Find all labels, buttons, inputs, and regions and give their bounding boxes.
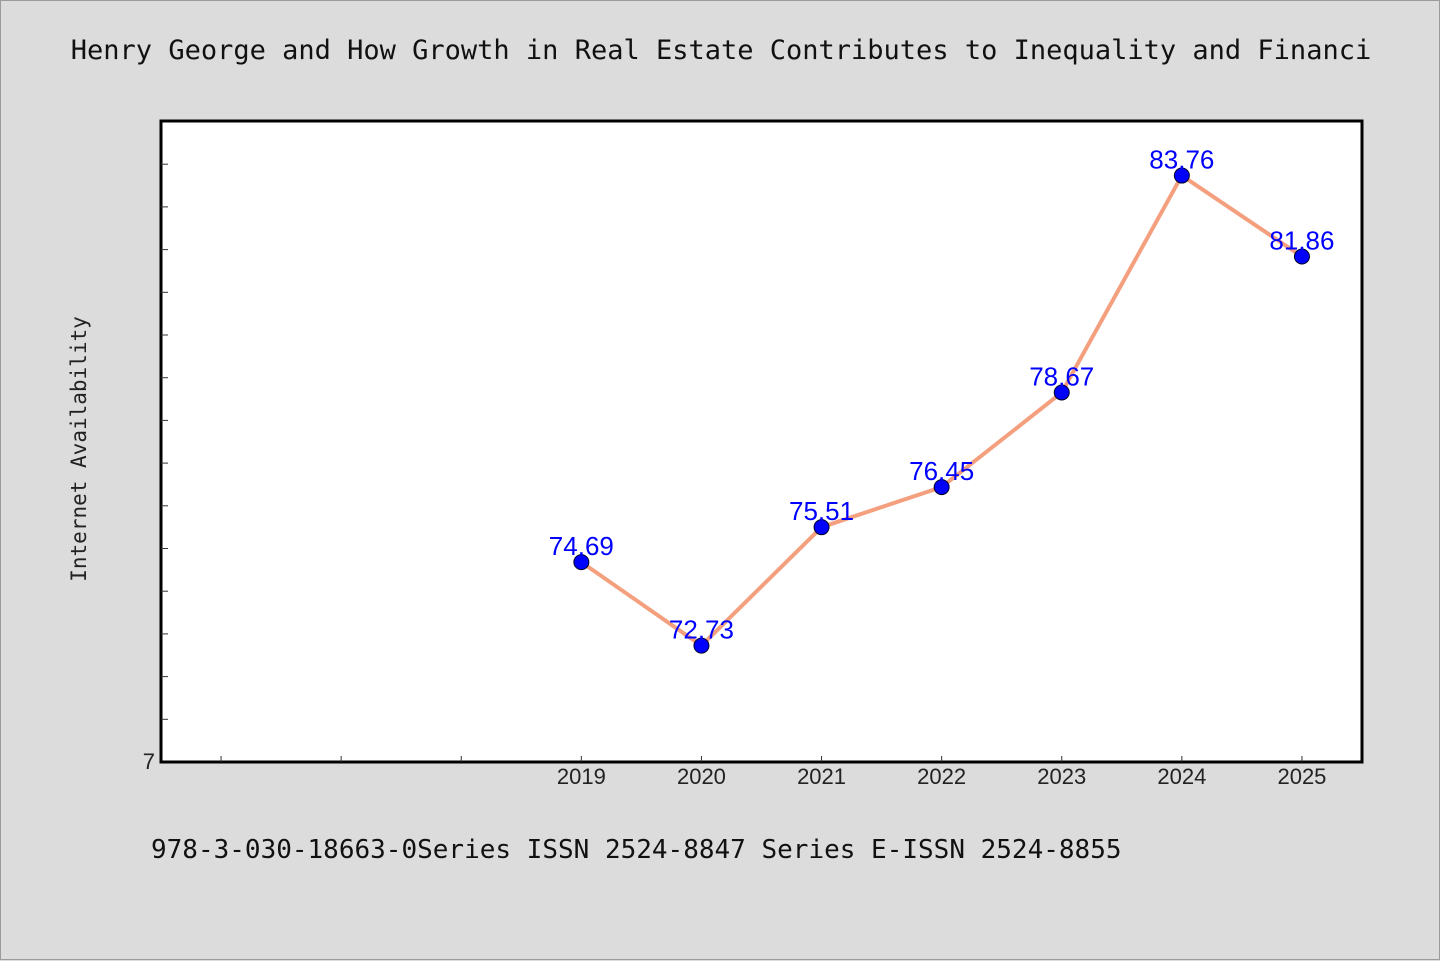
series-issn-footer: 978-3-030-18663-0Series ISSN 2524-8847 S… xyxy=(151,835,1122,865)
data-point xyxy=(1293,248,1310,265)
x-tick-label: 2019 xyxy=(557,764,606,789)
plot-area xyxy=(159,119,1364,764)
data-label: 72.73 xyxy=(669,615,734,645)
data-point xyxy=(933,479,950,496)
data-label: 78.67 xyxy=(1029,361,1094,391)
data-label: 81.86 xyxy=(1269,226,1334,256)
data-point xyxy=(1173,167,1190,184)
x-tick-label: 2021 xyxy=(797,764,846,789)
data-point xyxy=(1053,384,1070,401)
data-label: 83.76 xyxy=(1149,145,1214,175)
data-point xyxy=(573,554,590,571)
y-tick-label: 7 xyxy=(143,749,155,774)
x-tick-label: 2022 xyxy=(917,764,966,789)
chart-title: Henry George and How Growth in Real Esta… xyxy=(70,35,1372,66)
x-tick-label: 2024 xyxy=(1157,764,1206,789)
x-tick-label: 2025 xyxy=(1277,764,1326,789)
x-tick-label: 2020 xyxy=(677,764,726,789)
x-tick-label: 2023 xyxy=(1037,764,1086,789)
data-label: 74.69 xyxy=(549,531,614,561)
data-point xyxy=(813,519,830,536)
data-point xyxy=(693,637,710,654)
data-label: 75.51 xyxy=(789,496,854,526)
data-label: 76.45 xyxy=(909,456,974,486)
